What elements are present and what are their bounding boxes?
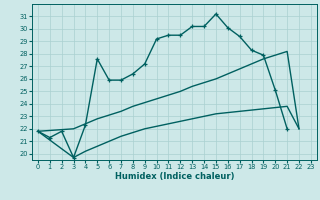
X-axis label: Humidex (Indice chaleur): Humidex (Indice chaleur)	[115, 172, 234, 181]
